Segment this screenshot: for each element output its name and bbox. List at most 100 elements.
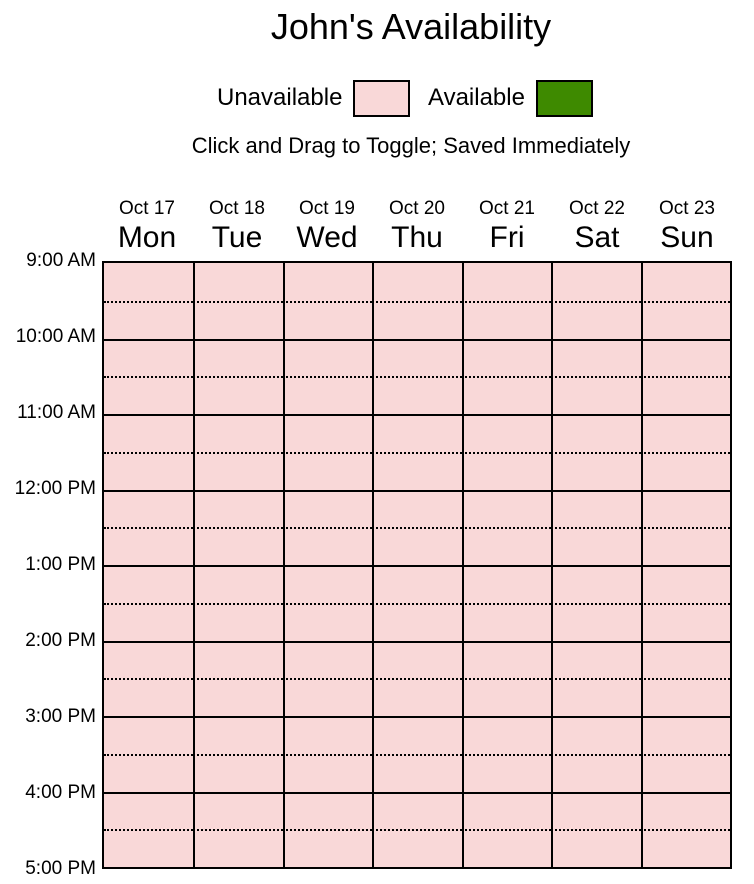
time-slot-sat-11[interactable] (551, 678, 641, 716)
time-slot-wed-13[interactable] (282, 753, 373, 792)
time-slot-sat-1[interactable] (551, 300, 641, 339)
time-slot-sat-2[interactable] (551, 338, 641, 377)
time-slot-sun-12[interactable] (640, 716, 730, 754)
time-slot-sun-11[interactable] (640, 678, 730, 716)
time-slot-thu-2[interactable] (372, 338, 462, 377)
time-slot-mon-2[interactable] (104, 338, 194, 377)
time-slot-mon-7[interactable] (104, 527, 194, 565)
time-slot-thu-12[interactable] (372, 716, 462, 754)
time-slot-wed-9[interactable] (282, 602, 373, 641)
time-slot-wed-3[interactable] (282, 376, 373, 414)
time-slot-sun-10[interactable] (640, 640, 730, 679)
time-slot-wed-10[interactable] (282, 640, 373, 679)
time-slot-tue-1[interactable] (193, 300, 283, 339)
time-slot-tue-5[interactable] (193, 451, 283, 490)
time-slot-sat-13[interactable] (551, 753, 641, 792)
time-slot-fri-8[interactable] (461, 565, 552, 603)
time-slot-thu-15[interactable] (372, 829, 462, 867)
time-slot-fri-6[interactable] (461, 489, 552, 528)
time-slot-wed-7[interactable] (282, 527, 373, 565)
time-slot-thu-4[interactable] (372, 414, 462, 452)
time-slot-thu-10[interactable] (372, 640, 462, 679)
time-slot-wed-12[interactable] (282, 716, 373, 754)
time-slot-sun-2[interactable] (640, 338, 730, 377)
availability-grid[interactable] (102, 261, 732, 869)
time-slot-thu-6[interactable] (372, 489, 462, 528)
time-slot-fri-10[interactable] (461, 640, 552, 679)
time-slot-mon-8[interactable] (104, 565, 194, 603)
time-slot-fri-15[interactable] (461, 829, 552, 867)
time-slot-wed-11[interactable] (282, 678, 373, 716)
time-slot-mon-5[interactable] (104, 451, 194, 490)
time-slot-sun-4[interactable] (640, 414, 730, 452)
time-slot-thu-0[interactable] (372, 263, 462, 301)
time-slot-mon-4[interactable] (104, 414, 194, 452)
time-slot-wed-0[interactable] (282, 263, 373, 301)
time-slot-wed-2[interactable] (282, 338, 373, 377)
time-slot-tue-13[interactable] (193, 753, 283, 792)
time-slot-sat-15[interactable] (551, 829, 641, 867)
time-slot-thu-7[interactable] (372, 527, 462, 565)
time-slot-sat-5[interactable] (551, 451, 641, 490)
time-slot-wed-1[interactable] (282, 300, 373, 339)
time-slot-fri-11[interactable] (461, 678, 552, 716)
time-slot-tue-2[interactable] (193, 338, 283, 377)
time-slot-fri-12[interactable] (461, 716, 552, 754)
time-slot-sun-5[interactable] (640, 451, 730, 490)
time-slot-sat-8[interactable] (551, 565, 641, 603)
time-slot-fri-13[interactable] (461, 753, 552, 792)
time-slot-fri-4[interactable] (461, 414, 552, 452)
time-slot-sun-3[interactable] (640, 376, 730, 414)
time-slot-sat-10[interactable] (551, 640, 641, 679)
time-slot-mon-11[interactable] (104, 678, 194, 716)
time-slot-wed-5[interactable] (282, 451, 373, 490)
time-slot-thu-5[interactable] (372, 451, 462, 490)
time-slot-tue-9[interactable] (193, 602, 283, 641)
time-slot-wed-15[interactable] (282, 829, 373, 867)
time-slot-sun-8[interactable] (640, 565, 730, 603)
time-slot-sun-7[interactable] (640, 527, 730, 565)
time-slot-thu-9[interactable] (372, 602, 462, 641)
time-slot-fri-5[interactable] (461, 451, 552, 490)
time-slot-sat-6[interactable] (551, 489, 641, 528)
time-slot-thu-3[interactable] (372, 376, 462, 414)
time-slot-tue-12[interactable] (193, 716, 283, 754)
time-slot-fri-14[interactable] (461, 791, 552, 830)
time-slot-fri-7[interactable] (461, 527, 552, 565)
time-slot-sat-0[interactable] (551, 263, 641, 301)
time-slot-tue-14[interactable] (193, 791, 283, 830)
time-slot-mon-14[interactable] (104, 791, 194, 830)
time-slot-sat-7[interactable] (551, 527, 641, 565)
time-slot-wed-8[interactable] (282, 565, 373, 603)
time-slot-tue-3[interactable] (193, 376, 283, 414)
time-slot-fri-0[interactable] (461, 263, 552, 301)
time-slot-mon-3[interactable] (104, 376, 194, 414)
time-slot-mon-6[interactable] (104, 489, 194, 528)
time-slot-tue-15[interactable] (193, 829, 283, 867)
time-slot-mon-12[interactable] (104, 716, 194, 754)
time-slot-wed-14[interactable] (282, 791, 373, 830)
time-slot-sun-13[interactable] (640, 753, 730, 792)
time-slot-thu-8[interactable] (372, 565, 462, 603)
time-slot-thu-1[interactable] (372, 300, 462, 339)
time-slot-sun-1[interactable] (640, 300, 730, 339)
time-slot-thu-14[interactable] (372, 791, 462, 830)
time-slot-mon-15[interactable] (104, 829, 194, 867)
time-slot-sun-9[interactable] (640, 602, 730, 641)
time-slot-sun-0[interactable] (640, 263, 730, 301)
time-slot-sat-9[interactable] (551, 602, 641, 641)
time-slot-thu-11[interactable] (372, 678, 462, 716)
time-slot-sat-14[interactable] (551, 791, 641, 830)
time-slot-tue-6[interactable] (193, 489, 283, 528)
time-slot-sun-6[interactable] (640, 489, 730, 528)
time-slot-sat-3[interactable] (551, 376, 641, 414)
time-slot-fri-9[interactable] (461, 602, 552, 641)
time-slot-mon-13[interactable] (104, 753, 194, 792)
time-slot-tue-10[interactable] (193, 640, 283, 679)
time-slot-tue-7[interactable] (193, 527, 283, 565)
time-slot-tue-11[interactable] (193, 678, 283, 716)
time-slot-sun-15[interactable] (640, 829, 730, 867)
time-slot-wed-6[interactable] (282, 489, 373, 528)
time-slot-thu-13[interactable] (372, 753, 462, 792)
time-slot-sun-14[interactable] (640, 791, 730, 830)
